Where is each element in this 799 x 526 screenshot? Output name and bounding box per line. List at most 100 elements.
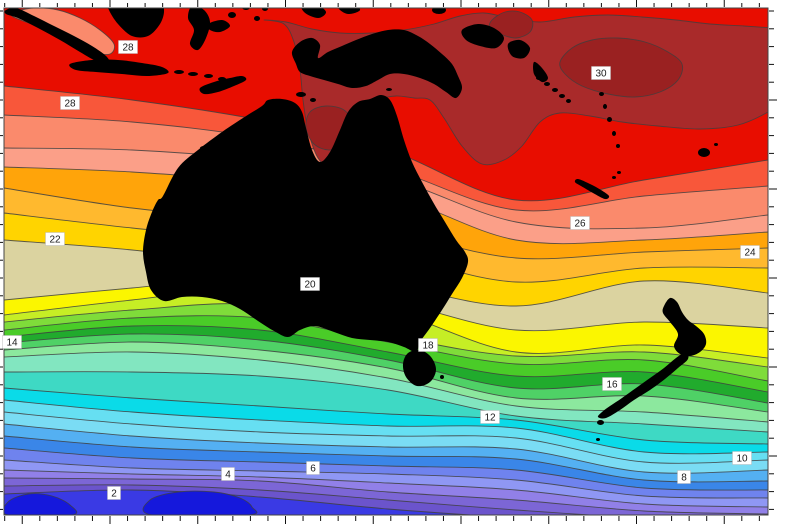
contour-label-box [306,461,320,475]
land-sulawesi-arm [207,19,231,33]
land-borneo [107,8,165,38]
island-dot-29 [617,171,621,174]
contour-label-box [418,338,438,352]
contour-label-4: 4 [221,467,235,481]
landmasses [4,8,718,441]
contour-label-box [602,377,622,391]
contour-label-text: 8 [681,473,687,484]
contour-line-3 [4,484,597,515]
contour-label-box [732,451,752,465]
contour-line-7 [4,447,768,491]
island-dot-19 [559,94,565,98]
contour-label-box [118,40,138,54]
island-dot-21 [599,92,604,96]
contour-line-10 [4,411,768,464]
island-dot-31 [596,438,600,441]
land-new-guinea [291,29,463,99]
island-dot-10 [432,8,446,14]
contour-label-text: 26 [574,219,586,230]
contour-label-text: 24 [744,248,756,259]
island-dot-23 [607,117,612,122]
contour-label-14: 14 [2,335,22,349]
contour-label-22: 22 [45,232,65,246]
land-java [69,59,169,77]
contour-label-16: 16 [602,377,622,391]
island-dot-16 [536,76,542,80]
cold-patch-0 [4,493,78,515]
island-dot-7 [262,8,268,11]
island-dot-24 [612,131,616,136]
land-new-caledonia [574,178,610,200]
contour-label-text: 30 [595,69,607,80]
island-dot-27 [714,143,718,146]
island-dot-6 [254,16,260,21]
contour-label-box [677,470,691,484]
contour-label-18: 18 [418,338,438,352]
land-tasmania [402,349,437,387]
contour-label-2: 2 [107,486,121,500]
contour-label-text: 18 [422,341,434,352]
contour-label-8: 8 [677,470,691,484]
contour-line-4 [4,477,768,515]
contour-label-text: 28 [64,99,76,110]
contour-label-26: 26 [570,216,590,230]
contour-label-box [570,216,590,230]
island-dot-30 [597,420,604,425]
island-dot-15 [215,140,223,144]
contour-labels: 28 30 28 22 26 24 20 18 14 16 12 10 8 6 4 2 [2,40,760,500]
contour-label-30: 30 [591,66,611,80]
island-dot-28 [612,176,616,179]
contour-label-text: 12 [484,413,496,424]
land-new-britain [461,23,505,49]
contour-label-text: 10 [736,454,748,465]
contour-label-box [480,410,500,424]
contour-label-text: 2 [111,489,117,500]
contour-label-text: 16 [606,380,618,391]
contour-label-text: 28 [122,43,134,54]
island-dot-0 [174,70,184,74]
island-dot-2 [204,74,213,78]
island-dot-25 [616,144,620,148]
cold-patch-1 [142,490,258,515]
contour-label-12: 12 [480,410,500,424]
land-halmahera [301,8,327,18]
island-dot-22 [603,104,607,109]
contour-label-box [2,335,22,349]
island-dot-17 [544,82,550,86]
axis-ticks [0,0,777,524]
island-dot-4 [228,12,236,18]
contour-label-box [300,277,320,291]
contour-line-9 [4,423,768,474]
land-nz-north-island [662,297,707,357]
contour-line-15 [4,341,768,413]
warm-cell-30-0 [559,37,684,98]
contour-label-text: 20 [304,280,316,291]
contour-label-28: 28 [60,96,80,110]
land-australia [143,94,469,353]
contour-line-17 [4,325,768,393]
contour-label-text: 4 [225,470,231,481]
contour-label-text: 22 [49,235,61,246]
contour-label-box [45,232,65,246]
contour-line-14 [4,351,768,423]
contour-line-11 [4,399,768,455]
island-dot-32 [440,375,444,379]
contour-label-6: 6 [306,461,320,475]
island-dot-3 [218,77,226,81]
land-timor [199,75,247,95]
contour-label-text: 14 [6,338,18,349]
contour-label-10: 10 [732,451,752,465]
land-nz-south-island [597,351,689,419]
island-dot-20 [566,99,571,103]
plot-frame [3,7,769,516]
contour-label-text: 6 [310,464,316,475]
island-dot-14 [200,146,208,150]
contour-line-6 [4,459,768,499]
contour-label-box [60,96,80,110]
island-dot-26 [698,148,710,157]
land-top-island-2 [338,8,361,15]
island-dot-1 [188,72,198,76]
contour-line-13 [4,371,768,433]
